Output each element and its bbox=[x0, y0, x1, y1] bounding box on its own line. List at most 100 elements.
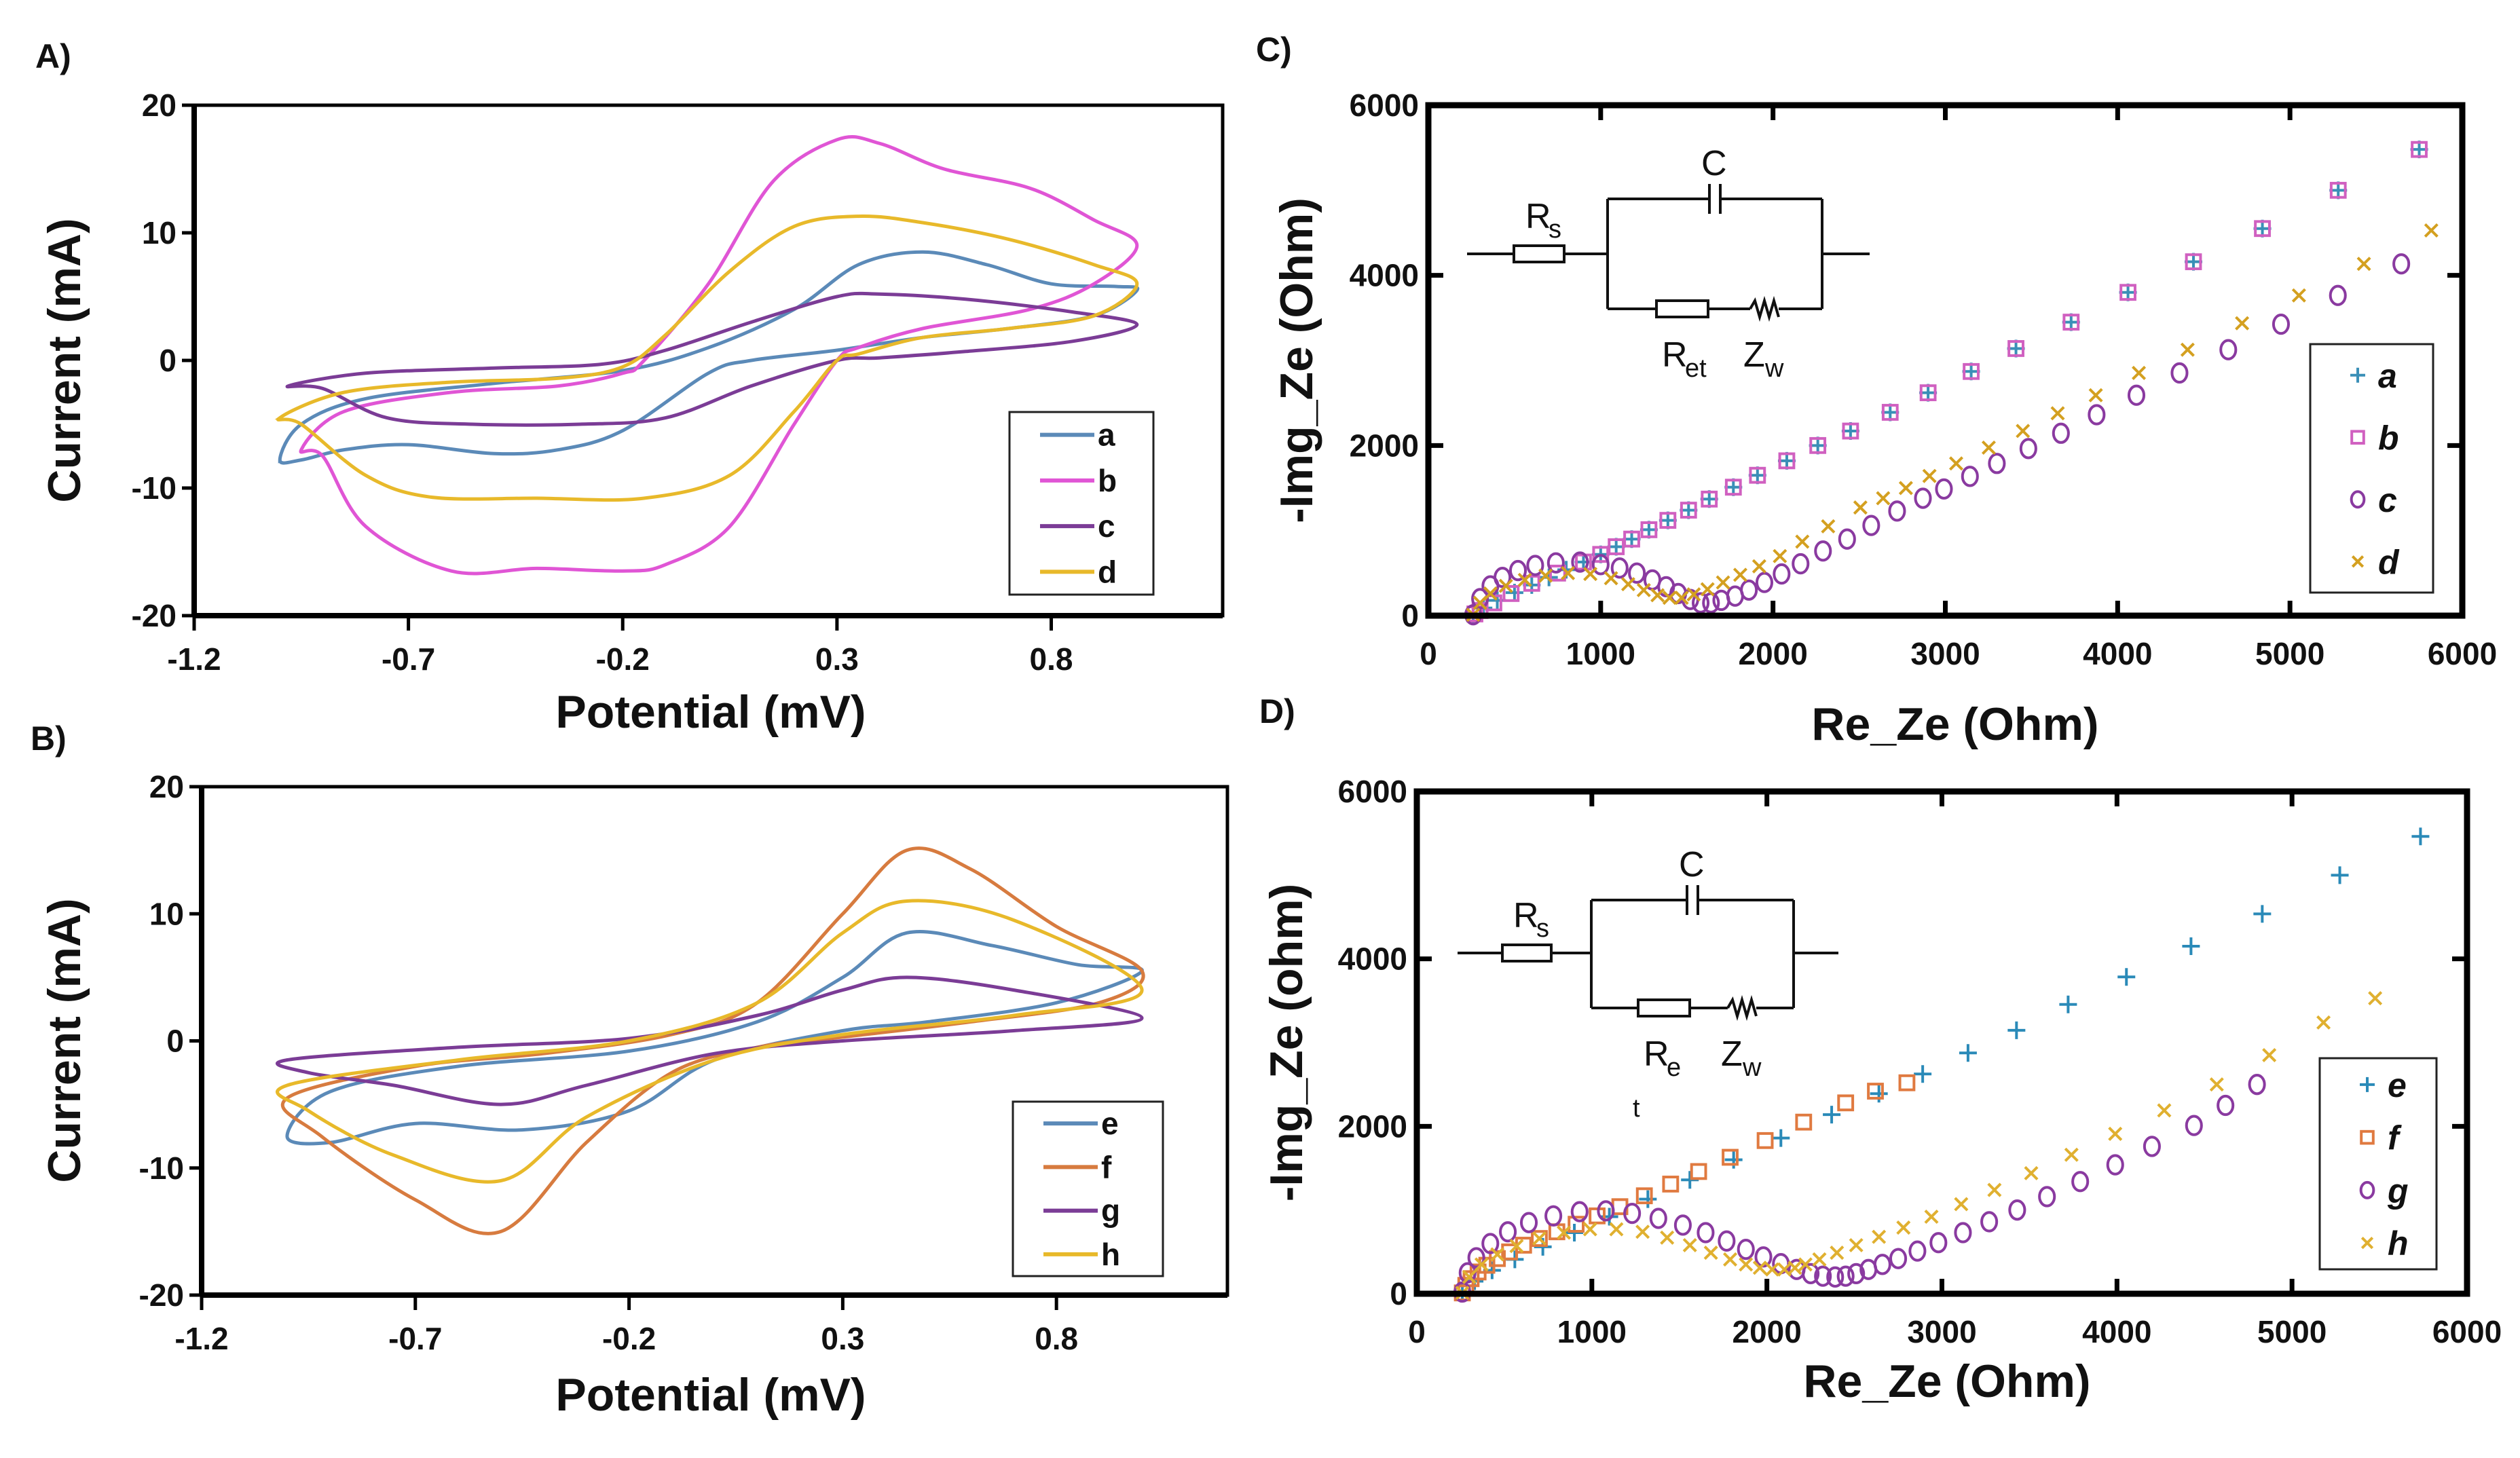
y-tick-label: 10 bbox=[142, 215, 177, 250]
data-point bbox=[1508, 559, 1527, 582]
x-tick-label: 1000 bbox=[1557, 1314, 1627, 1349]
series-line-f bbox=[280, 846, 1145, 1235]
data-point bbox=[1686, 587, 1701, 602]
legend-label: e bbox=[2388, 1066, 2407, 1104]
label-ret: R bbox=[1644, 1034, 1669, 1074]
label-rs-sub: s bbox=[1536, 914, 1549, 943]
resistor-ret-icon bbox=[1637, 998, 1691, 1017]
data-point bbox=[1981, 440, 1996, 455]
data-point bbox=[2331, 866, 2349, 884]
data-point bbox=[1639, 1190, 1657, 1208]
data-point bbox=[1792, 553, 1810, 575]
data-point bbox=[1862, 515, 1880, 536]
resistor-rs-icon bbox=[1501, 943, 1553, 962]
data-point bbox=[1531, 1230, 1548, 1247]
label-zw-sub: w bbox=[1764, 354, 1784, 383]
x-tick-label: 4000 bbox=[2082, 1314, 2151, 1349]
data-point bbox=[2050, 406, 2065, 421]
data-point bbox=[1690, 1163, 1707, 1180]
resistor-ret-icon bbox=[1655, 299, 1709, 318]
legend-item-e: e bbox=[1043, 1106, 1119, 1141]
data-point bbox=[1570, 1201, 1589, 1222]
resistor-rs-icon bbox=[1513, 244, 1565, 263]
legend-item-a: a bbox=[1040, 417, 1115, 453]
x-tick-label: 0.8 bbox=[1030, 641, 1073, 677]
data-point bbox=[2127, 384, 2146, 406]
data-point bbox=[1697, 1222, 1715, 1244]
x-tick-label: 0 bbox=[1408, 1314, 1426, 1349]
series-h bbox=[1455, 991, 2383, 1301]
legend-marker bbox=[2360, 1077, 2375, 1092]
data-point bbox=[2329, 284, 2347, 306]
data-point bbox=[1636, 582, 1651, 597]
legend-marker bbox=[2359, 1180, 2375, 1199]
x-tick-label: 0.8 bbox=[1035, 1321, 1078, 1356]
y-tick-label: 2000 bbox=[1350, 428, 1419, 463]
x-tick-label: 3000 bbox=[1907, 1314, 1976, 1349]
x-tick-label: -1.2 bbox=[167, 641, 221, 677]
data-point bbox=[1582, 1222, 1597, 1237]
y-axis-label: -Img_Ze (ohm) bbox=[1261, 884, 1312, 1201]
data-point bbox=[2209, 1077, 2224, 1092]
data-point bbox=[1752, 1260, 1767, 1275]
x-tick-label: 5000 bbox=[2255, 636, 2324, 671]
data-point bbox=[1836, 1265, 1855, 1287]
data-point bbox=[1773, 563, 1791, 585]
data-point bbox=[1623, 530, 1640, 548]
legend-marker bbox=[2350, 367, 2365, 383]
y-tick-label: 4000 bbox=[1338, 941, 1407, 977]
data-point bbox=[1635, 1187, 1653, 1205]
data-point bbox=[1764, 1262, 1779, 1277]
legend-box bbox=[1012, 1100, 1164, 1277]
label-rs: R bbox=[1525, 197, 1551, 236]
data-point bbox=[1756, 1132, 1774, 1149]
series-b bbox=[1466, 141, 2428, 622]
series-line-h bbox=[276, 899, 1144, 1184]
chart-panel-d: D) 0 1000 2000 3000 4000 5000 6000 0 2000 4000 6000… bbox=[1259, 692, 2502, 1407]
warburg-icon bbox=[1749, 295, 1780, 322]
data-point bbox=[1872, 1229, 1887, 1244]
data-point bbox=[2119, 284, 2136, 301]
label-rs-sub: s bbox=[1549, 215, 1561, 244]
legend-marker bbox=[2360, 1129, 2375, 1145]
data-point bbox=[1674, 591, 1689, 605]
chart-panel-a: A) -1.2 -0.7 -0.2 0.3 0.8 -20 -10 0 10 20 Potential… bbox=[35, 37, 1225, 738]
data-point bbox=[2088, 388, 2103, 403]
x-tick-label: 1000 bbox=[1566, 636, 1635, 671]
legend-marker bbox=[2360, 1237, 2374, 1250]
legend-marker bbox=[2350, 430, 2365, 445]
data-point bbox=[1589, 1207, 1606, 1225]
data-point bbox=[1609, 1222, 1624, 1237]
data-point bbox=[1814, 1265, 1832, 1287]
data-point bbox=[1739, 1257, 1754, 1272]
data-point bbox=[2007, 340, 2024, 357]
data-point bbox=[1914, 1065, 1932, 1083]
legend-marker bbox=[2350, 490, 2366, 509]
legend-item-f: f bbox=[1043, 1149, 1112, 1184]
data-point bbox=[1474, 1257, 1489, 1272]
label-zw: Z bbox=[1721, 1034, 1743, 1074]
circuit-wires bbox=[1467, 184, 1870, 310]
data-point bbox=[1873, 1254, 1891, 1275]
data-point bbox=[1914, 487, 1932, 509]
legend-box bbox=[2318, 1057, 2438, 1271]
legend-label: a bbox=[1098, 417, 1115, 453]
legend-label: d bbox=[2378, 543, 2400, 581]
data-point bbox=[1509, 1239, 1524, 1254]
legend-item-d: d bbox=[2351, 543, 2400, 581]
data-point bbox=[1749, 466, 1766, 484]
data-point bbox=[1523, 574, 1540, 592]
x-axis-label: Potential (mV) bbox=[555, 1369, 866, 1421]
data-point bbox=[1838, 528, 1856, 550]
y-tick-label: 20 bbox=[142, 88, 177, 123]
data-point bbox=[1673, 1214, 1692, 1236]
warburg-icon bbox=[1726, 994, 1758, 1022]
data-point bbox=[2038, 1186, 2056, 1208]
legend-item-h: h bbox=[1043, 1237, 1120, 1272]
data-point bbox=[1823, 1106, 1841, 1124]
label-ret-extra: t bbox=[1633, 1094, 1640, 1123]
legend-box bbox=[2309, 343, 2434, 594]
